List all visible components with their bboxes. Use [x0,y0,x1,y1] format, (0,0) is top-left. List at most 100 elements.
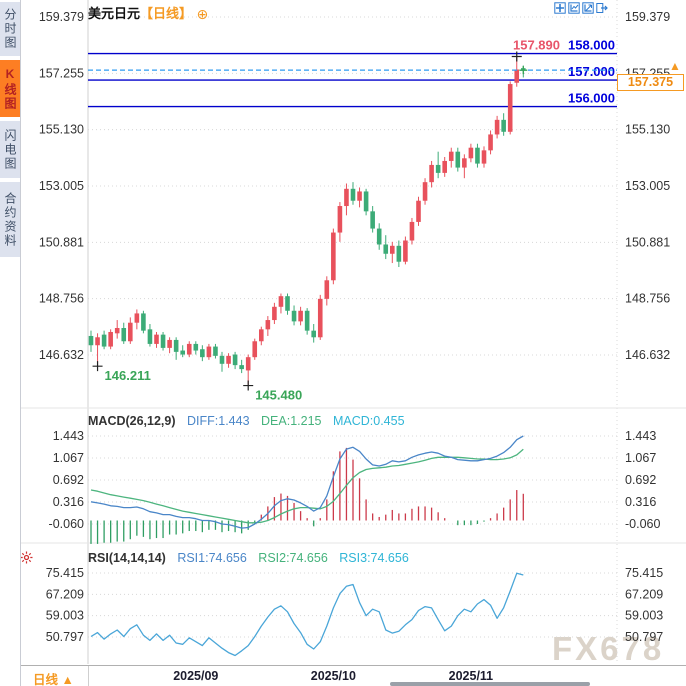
candle-body [141,313,146,331]
candle-body [232,354,238,366]
rsi-line [90,572,524,657]
trend-line-icon[interactable] [582,2,594,14]
candle-body [304,310,310,331]
date-label: 2025/09 [173,669,219,683]
candle-body [311,330,316,338]
candle-body [291,310,297,322]
candle-body [219,355,225,364]
axis-label-right: 75.415 [625,566,663,580]
axis-label-left: 153.005 [39,179,84,193]
candle-body [213,346,218,356]
low-marker-cross [243,380,254,391]
axis-label-left: 148.756 [39,292,84,306]
axis-label-right: 67.209 [625,587,663,601]
candle-body [455,151,461,168]
axis-label-right: 0.692 [625,473,656,487]
axis-label-right: 1.443 [625,429,656,443]
low-annotation-label: 145.480 [255,388,302,403]
candle-body [337,206,343,233]
candle-body [167,339,172,348]
candle-body [265,320,271,330]
add-indicator-icon[interactable]: ⊕ [196,6,209,22]
candle-body [383,244,389,254]
axis-label-right: 159.379 [625,10,670,24]
candle-body [134,313,140,323]
period-dropdown-arrow: ▲ [61,673,74,686]
candle-body [514,69,520,83]
current-price-tag: 157.375 [617,74,684,91]
candle-body [193,343,199,351]
candle-body [154,334,159,344]
axis-label-left: 157.255 [39,66,84,80]
crosshair-icon[interactable] [554,2,566,14]
indicator-settings-icon[interactable] [20,551,33,564]
candle-body [285,296,290,311]
axis-label-left: 155.130 [39,123,84,137]
candle-body [128,322,133,342]
candle-body [435,164,441,173]
axis-label-left: 1.067 [53,451,84,465]
axis-label-right: 146.632 [625,348,670,362]
axis-label-left: 1.443 [53,429,84,443]
candle-body [180,350,185,355]
period-badge: 【日线】 [140,6,193,21]
candle-body [173,339,179,352]
axis-label-right: 155.130 [625,123,670,137]
candle-body [101,334,107,347]
candle-body [409,221,415,241]
candle-body [200,349,205,358]
axis-label-left: 150.881 [39,235,84,249]
candle-body [239,365,244,370]
candle-body [475,147,480,164]
date-label: 2025/10 [310,669,356,683]
symbol-title: 美元日元 [88,6,141,21]
sidebar-tab-contract-info[interactable]: 合约资料 [0,182,20,257]
candle-body [422,182,428,201]
candle-body [507,84,513,132]
axis-label-left: 59.003 [46,609,84,623]
candle-body [363,191,369,212]
candle-body [370,211,375,229]
axis-label-right: -0.060 [625,517,660,531]
axis-label-right: 153.005 [625,179,670,193]
macd-diff-line [90,435,524,529]
axis-scale-icon[interactable] [568,2,580,14]
axis-label-right: 59.003 [625,609,663,623]
candle-body [488,134,493,151]
jump-to-latest-arrow[interactable]: ▲ [669,59,681,73]
candle-body [95,337,100,346]
level-label: 158.000 [568,38,615,53]
watermark: FX678 [552,630,664,667]
candle-body [376,228,382,245]
sidebar-tab-timeline[interactable]: 分时图 [0,2,20,56]
exit-fullscreen-icon[interactable] [596,2,608,14]
candle-body [494,119,500,135]
candle-body [331,232,336,281]
axis-label-left: -0.060 [49,517,84,531]
horizontal-scrollbar[interactable] [390,682,590,686]
sidebar-tab-kline[interactable]: K线图 [0,60,20,117]
candle-body [403,240,408,262]
candle-body [501,119,506,132]
candle-body [252,341,258,358]
sidebar-tab-flash[interactable]: 闪电图 [0,121,20,178]
period-selector[interactable]: 日线 ▲ [33,673,74,686]
axis-label-left: 159.379 [39,10,84,24]
axis-label-right: 150.881 [625,235,670,249]
rsi1-value: RSI1:74.656 [177,551,247,565]
candle-body [317,298,323,338]
high-annotation-label: 157.890 [513,38,560,53]
macd-macd-value: MACD:0.455 [332,414,405,428]
level-label: 156.000 [568,91,615,106]
rsi-name: RSI(14,14,14) [88,551,166,565]
time-axis-bar: 日线 ▲ 2025/09 2025/10 2025/11 [20,665,686,686]
axis-label-left: 0.316 [53,495,84,509]
low-marker-cross [92,361,103,372]
candle-body [298,310,303,322]
axis-label-right: 0.316 [625,495,656,509]
sidebar-divider [20,0,21,686]
candle-body [278,296,284,307]
date-label: 2025/11 [448,669,494,683]
